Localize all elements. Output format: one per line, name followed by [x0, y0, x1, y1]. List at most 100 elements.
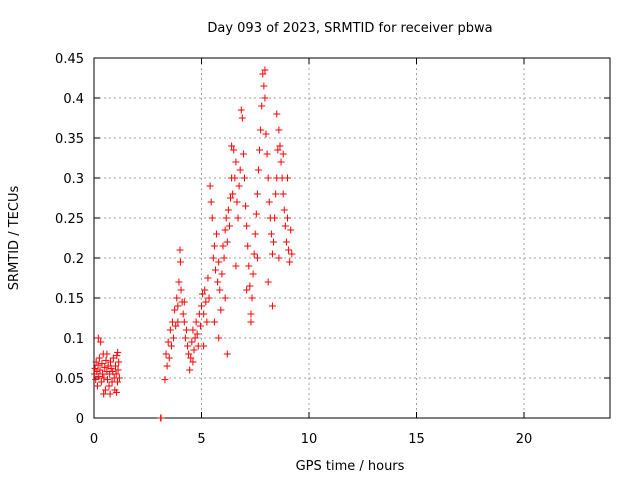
- data-point: [232, 158, 240, 166]
- data-point: [189, 358, 197, 366]
- data-point: [208, 214, 216, 222]
- data-point: [215, 334, 223, 342]
- data-point: [184, 342, 192, 350]
- data-point: [263, 150, 271, 158]
- data-point: [270, 238, 278, 246]
- data-point: [115, 358, 123, 366]
- data-point: [196, 322, 204, 330]
- data-point: [170, 334, 178, 342]
- data-point: [177, 286, 185, 294]
- data-point: [279, 150, 287, 158]
- data-point: [249, 270, 257, 278]
- data-point: [101, 386, 109, 394]
- data-point: [232, 262, 240, 270]
- data-point: [93, 368, 101, 376]
- data-point: [231, 174, 239, 182]
- data-point: [287, 226, 295, 234]
- data-point: [223, 350, 231, 358]
- data-point: [92, 376, 100, 384]
- data-point: [234, 214, 242, 222]
- data-point: [104, 376, 112, 384]
- data-point: [166, 326, 174, 334]
- data-point: [213, 230, 221, 238]
- data-point: [241, 174, 248, 182]
- plot-frame: [93, 57, 611, 419]
- data-point: [233, 198, 241, 206]
- data-point: [284, 214, 291, 222]
- data-point: [268, 302, 276, 310]
- data-point: [218, 270, 226, 278]
- data-point: [251, 230, 259, 238]
- data-point: [198, 302, 205, 310]
- y-tick-label: 0.3: [63, 172, 84, 187]
- data-point: [248, 294, 256, 302]
- data-point: [164, 338, 172, 346]
- data-point: [186, 366, 194, 374]
- data-point: [199, 290, 207, 298]
- data-point: [180, 298, 188, 306]
- y-tick-label: 0.4: [63, 92, 84, 107]
- data-point: [254, 166, 262, 174]
- data-point: [96, 366, 104, 374]
- data-point: [201, 286, 209, 294]
- data-point: [225, 222, 233, 230]
- data-point: [205, 294, 213, 302]
- data-point: [259, 70, 267, 78]
- data-point: [220, 254, 228, 262]
- data-point: [245, 262, 253, 270]
- data-point: [114, 366, 122, 374]
- data-point: [214, 278, 222, 286]
- data-point: [275, 126, 283, 134]
- data-point: [95, 354, 103, 362]
- data-point: [171, 306, 179, 314]
- data-point: [100, 390, 108, 398]
- data-point: [100, 374, 108, 382]
- data-point: [112, 362, 119, 370]
- data-point: [97, 338, 105, 346]
- data-point: [175, 278, 183, 286]
- data-point: [113, 352, 121, 360]
- data-point: [165, 354, 173, 362]
- data-point: [268, 250, 276, 258]
- data-point: [256, 146, 264, 154]
- data-point: [179, 310, 187, 318]
- data-point: [243, 222, 251, 230]
- data-point: [113, 388, 121, 396]
- data-point: [174, 302, 182, 310]
- data-point: [286, 258, 294, 266]
- data-point: [115, 374, 123, 382]
- data-point: [192, 318, 200, 326]
- data-point: [200, 310, 208, 318]
- y-axis-label: SRMTID / TECUs: [7, 186, 22, 291]
- data-point: [267, 230, 275, 238]
- data-point: [167, 342, 175, 350]
- data-point: [279, 190, 287, 198]
- data-point: [264, 174, 272, 182]
- data-point: [176, 246, 184, 254]
- data-point: [272, 190, 280, 198]
- data-point: [280, 206, 288, 214]
- data-point: [191, 334, 199, 342]
- data-point: [113, 378, 121, 386]
- data-point: [173, 294, 181, 302]
- data-point: [238, 114, 246, 122]
- data-point: [262, 130, 270, 138]
- data-point: [162, 350, 170, 358]
- data-point: [97, 378, 105, 386]
- data-point: [271, 214, 279, 222]
- data-point: [273, 110, 281, 118]
- data-point: [236, 166, 244, 174]
- data-point: [99, 370, 107, 378]
- data-point: [107, 364, 115, 372]
- data-point: [276, 142, 284, 150]
- data-point: [101, 364, 109, 372]
- data-point: [91, 364, 99, 372]
- chart-title: Day 093 of 2023, SRMTID for receiver pbw…: [207, 21, 492, 36]
- data-point: [285, 246, 293, 254]
- data-point: [206, 182, 214, 190]
- data-point: [217, 306, 225, 314]
- data-point: [107, 358, 115, 366]
- data-point: [282, 238, 290, 246]
- data-point: [94, 334, 102, 342]
- data-point: [105, 382, 113, 390]
